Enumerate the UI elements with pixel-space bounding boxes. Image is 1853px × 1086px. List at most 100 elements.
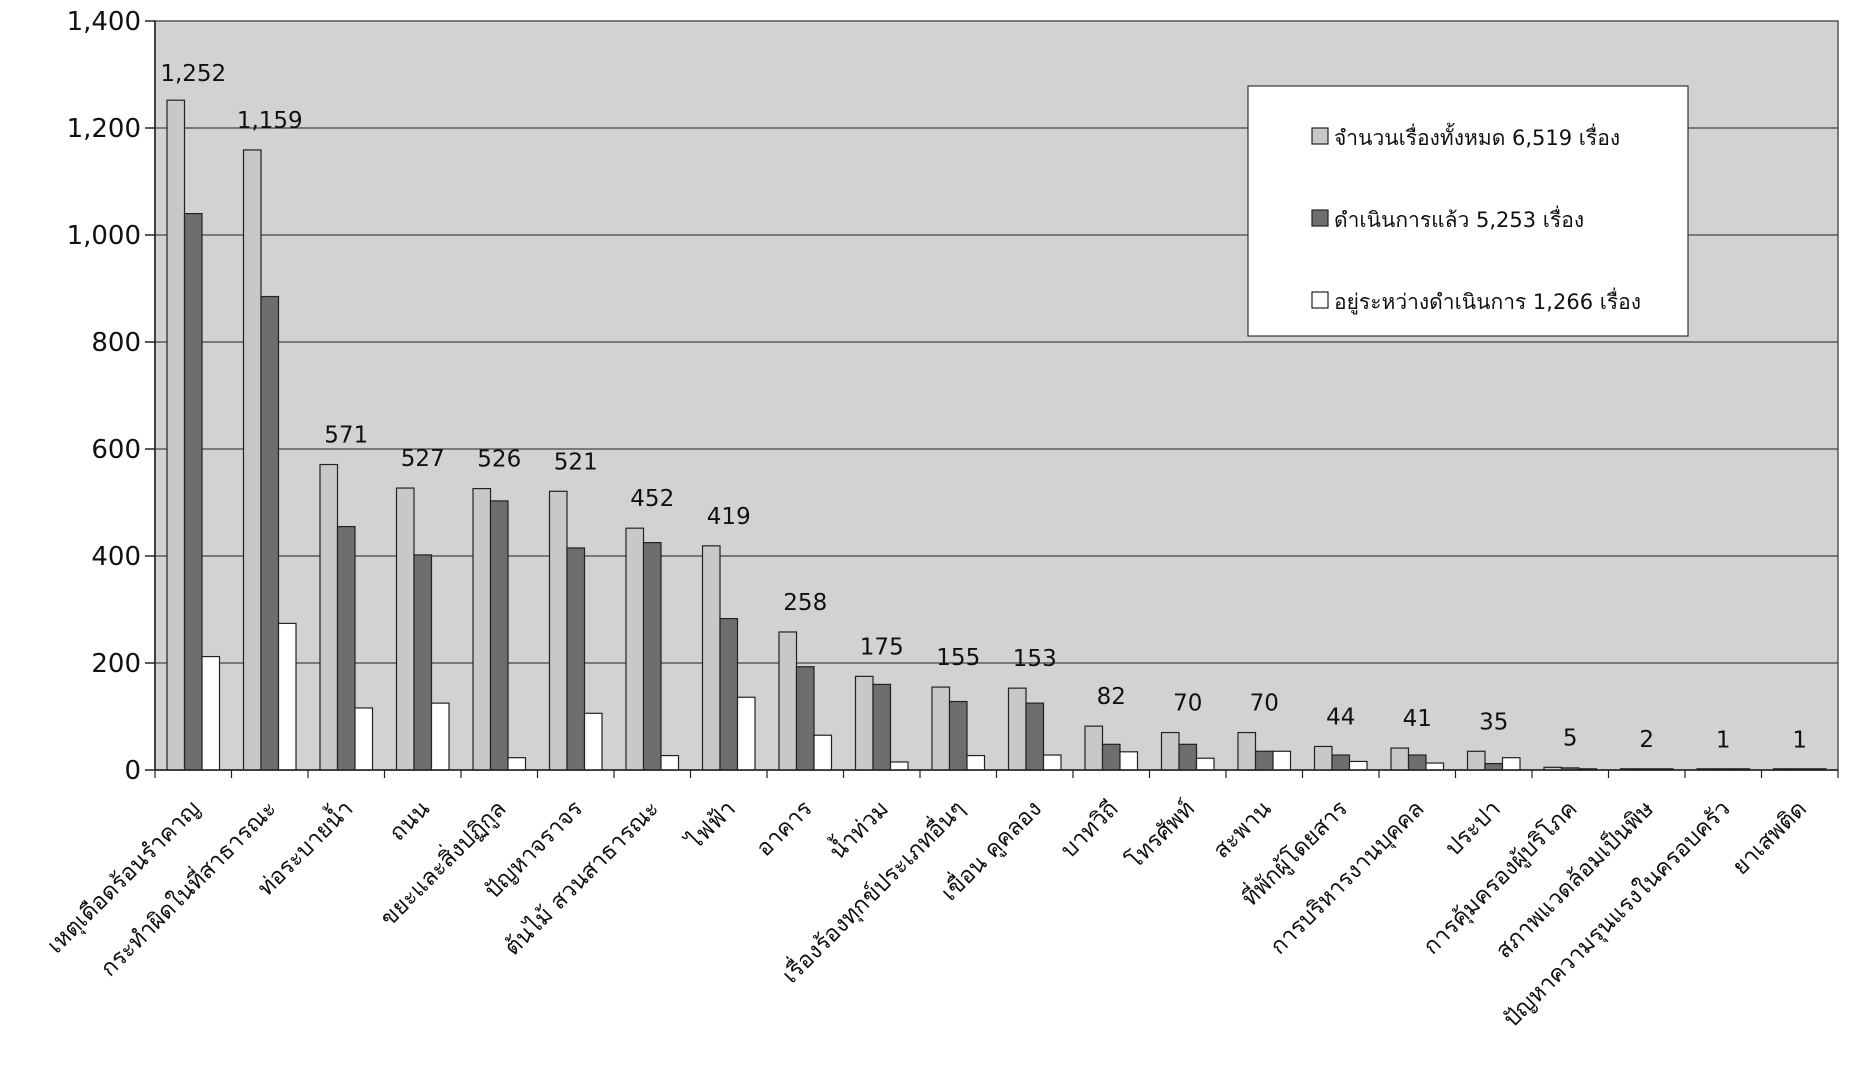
bar: [1407, 754, 1427, 771]
bar: [736, 696, 756, 771]
data-label: 70: [1250, 691, 1279, 717]
bar: [872, 683, 892, 771]
legend-swatch: [1311, 127, 1329, 145]
bar: [1178, 743, 1198, 771]
y-tick-label: 0: [124, 756, 141, 786]
x-tick-label: ยาเสพติด: [1728, 796, 1812, 880]
bar: [183, 213, 203, 771]
legend: จำนวนเรื่องทั้งหมด 6,519 เรื่องดำเนินการ…: [1247, 85, 1689, 337]
bar: [1348, 760, 1368, 771]
bar: [795, 666, 815, 771]
bar: [489, 500, 509, 771]
bar: [277, 622, 297, 771]
bar: [1484, 762, 1504, 771]
bar: [548, 490, 568, 771]
bar: [1425, 762, 1445, 771]
y-tick-label: 800: [91, 328, 141, 358]
bar: [201, 655, 221, 771]
bar: [260, 295, 280, 771]
legend-swatch: [1311, 291, 1329, 309]
data-label: 526: [477, 447, 521, 473]
bar: [354, 707, 374, 771]
bar: [1501, 757, 1521, 771]
bar: [566, 547, 586, 771]
bar: [1390, 747, 1410, 771]
bar: [1007, 687, 1027, 771]
data-label: 44: [1326, 704, 1355, 730]
data-label: 35: [1479, 709, 1508, 735]
bar: [813, 734, 833, 771]
bar: [701, 545, 721, 771]
data-label: 155: [936, 645, 980, 671]
bar: [507, 757, 527, 771]
bar: [1237, 731, 1257, 771]
data-label: 175: [860, 634, 904, 660]
legend-label: จำนวนเรื่องทั้งหมด 6,519 เรื่อง: [1334, 123, 1620, 150]
data-label: 258: [783, 590, 827, 616]
bar: [1313, 745, 1333, 771]
bar: [430, 702, 450, 771]
x-tick-label: สะพาน: [1208, 796, 1276, 864]
series-2: [201, 622, 1827, 771]
y-axis: 0 200 400 600 800 1,000 1,200 1,400: [67, 7, 155, 786]
y-tick-label: 200: [91, 649, 141, 679]
data-label: 70: [1173, 691, 1202, 717]
y-tick-label: 1,000: [67, 221, 141, 251]
bar: [336, 525, 356, 771]
x-tick-label: ขยะและสิ่งปฏิกูล: [373, 793, 512, 932]
data-label: 1: [1792, 727, 1807, 753]
legend-label: อยู่ระหว่างดำเนินการ 1,266 เรื่อง: [1334, 287, 1641, 315]
x-tick-label: ถนน: [385, 796, 436, 847]
data-label: 571: [324, 423, 368, 449]
bar: [660, 754, 680, 771]
bar: [1331, 754, 1351, 771]
x-axis: เหตุเดือดร้อนรำคาญกระทำผิดในที่สาธารณะท่…: [42, 770, 1839, 1033]
x-tick-label: การบริหารงานบุคคล: [1265, 796, 1429, 960]
bar: [1195, 757, 1215, 771]
x-tick-label: บาทวิถี: [1056, 796, 1124, 864]
bar: [642, 542, 662, 771]
bar: [1042, 754, 1062, 771]
data-label: 1: [1716, 727, 1731, 753]
bar: [1160, 731, 1180, 771]
x-tick-label: โทรศัพท์: [1121, 795, 1200, 874]
bar: [583, 712, 603, 771]
bar: [966, 754, 986, 771]
bar: [948, 700, 968, 771]
legend-label: ดำเนินการแล้ว 5,253 เรื่อง: [1334, 205, 1584, 232]
bar: [1101, 743, 1121, 771]
data-label: 521: [554, 449, 598, 475]
bar: [889, 761, 909, 771]
bar: [166, 99, 186, 771]
series-1: [183, 213, 1810, 771]
bar: [778, 631, 798, 771]
data-label: 1,159: [237, 108, 303, 134]
bar: [395, 487, 415, 771]
x-tick-label: ไฟฟ้า: [680, 795, 741, 856]
bar: [1466, 750, 1486, 771]
bar: [413, 554, 433, 771]
bar: [719, 617, 739, 771]
y-tick-label: 400: [91, 542, 141, 572]
data-label: 153: [1013, 646, 1057, 672]
bar: [242, 149, 262, 771]
bar: [625, 527, 645, 771]
x-tick-label: ประปา: [1440, 796, 1506, 862]
bar: [1254, 750, 1274, 771]
y-tick-label: 1,400: [67, 7, 141, 37]
data-label: 41: [1403, 706, 1432, 732]
data-label: 5: [1563, 725, 1578, 751]
bar: [854, 675, 874, 771]
x-tick-label: อาคาร: [751, 796, 817, 862]
bar: [319, 463, 339, 771]
bar: [472, 487, 492, 771]
x-tick-label: น้ำท่วม: [822, 793, 894, 865]
bar: [1272, 750, 1292, 771]
data-label: 82: [1097, 684, 1126, 710]
bar: [1025, 702, 1045, 771]
data-label: 2: [1639, 727, 1654, 753]
y-tick-label: 600: [91, 435, 141, 465]
